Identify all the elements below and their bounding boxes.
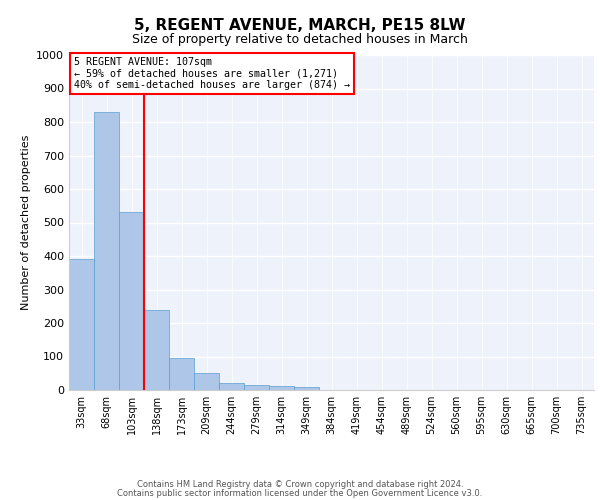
Bar bbox=[69, 260, 94, 390]
Bar bbox=[169, 358, 194, 390]
Bar bbox=[119, 212, 144, 390]
Text: Contains public sector information licensed under the Open Government Licence v3: Contains public sector information licen… bbox=[118, 488, 482, 498]
Text: 5 REGENT AVENUE: 107sqm
← 59% of detached houses are smaller (1,271)
40% of semi: 5 REGENT AVENUE: 107sqm ← 59% of detache… bbox=[74, 56, 350, 90]
Bar bbox=[194, 372, 219, 390]
Text: Size of property relative to detached houses in March: Size of property relative to detached ho… bbox=[132, 32, 468, 46]
Bar bbox=[94, 112, 119, 390]
Bar bbox=[144, 310, 169, 390]
Bar bbox=[244, 385, 269, 390]
Bar bbox=[219, 384, 244, 390]
Bar bbox=[269, 386, 294, 390]
Bar bbox=[294, 388, 319, 390]
Y-axis label: Number of detached properties: Number of detached properties bbox=[20, 135, 31, 310]
Text: Contains HM Land Registry data © Crown copyright and database right 2024.: Contains HM Land Registry data © Crown c… bbox=[137, 480, 463, 489]
Text: 5, REGENT AVENUE, MARCH, PE15 8LW: 5, REGENT AVENUE, MARCH, PE15 8LW bbox=[134, 18, 466, 32]
